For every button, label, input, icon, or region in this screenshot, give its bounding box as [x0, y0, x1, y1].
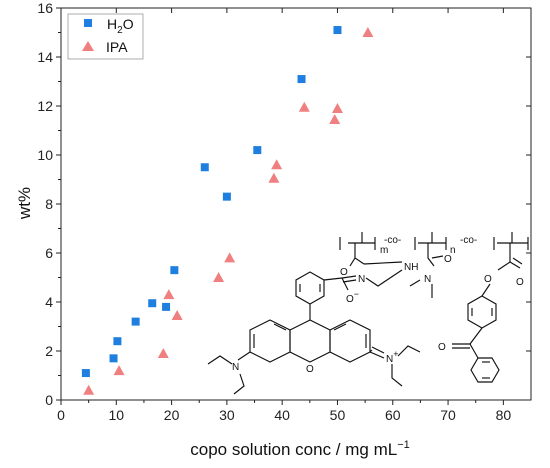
x-tick-label: 10 — [109, 407, 125, 423]
series-ipa — [83, 27, 374, 395]
co-link-1: -co- — [384, 235, 401, 246]
data-point-h2o — [297, 75, 306, 84]
series-h2o — [81, 26, 342, 378]
data-marks — [81, 26, 374, 395]
data-point-ipa — [113, 365, 125, 376]
x-tick-label: 0 — [57, 407, 65, 423]
x-tick-label: 30 — [219, 407, 235, 423]
data-point-h2o — [113, 337, 122, 346]
data-point-ipa — [213, 272, 225, 282]
ester-o-link: O — [484, 274, 492, 285]
data-point-ipa — [329, 113, 341, 124]
xanthene-core — [249, 319, 373, 363]
y-tick-label: 10 — [37, 147, 53, 163]
y-tick-label: 14 — [37, 49, 53, 65]
data-point-ipa — [298, 101, 310, 112]
data-point-ipa — [171, 309, 183, 320]
y-tick-label: 4 — [45, 294, 53, 310]
data-point-h2o — [222, 192, 231, 201]
dma-n: N — [424, 274, 431, 285]
legend-marker-h2o — [84, 19, 92, 27]
x-tick-label: 60 — [385, 407, 401, 423]
legend-label-ipa: IPA — [106, 39, 128, 55]
repeat-n: n — [450, 245, 456, 256]
co-link-2: -co- — [460, 235, 477, 246]
repeat-m: m — [380, 245, 388, 256]
amide-o-minus: O− — [346, 289, 359, 305]
data-point-h2o — [148, 299, 157, 308]
data-point-h2o — [131, 317, 140, 326]
plot-area: 0 10 20 30 40 50 60 70 80 0 2 4 6 8 10 12 14 16 — [37, 0, 532, 423]
x-axis-title: copo solution conc / mg mL−1 — [190, 439, 410, 459]
legend-marker-ipa — [82, 41, 94, 51]
data-point-h2o — [109, 354, 118, 363]
y-tick-label: 6 — [45, 245, 53, 261]
ketone-o: O — [438, 342, 446, 353]
data-point-ipa — [83, 384, 95, 395]
acrylamide-o: O — [340, 267, 348, 278]
left-amine-n: N — [232, 362, 239, 373]
data-point-h2o — [200, 163, 209, 172]
data-point-ipa — [224, 252, 236, 263]
amide-n: N — [358, 274, 365, 285]
x-tick-label: 20 — [164, 407, 180, 423]
xanthene-oxygen: O — [306, 364, 314, 375]
y-axis-title: wt% — [15, 187, 34, 220]
x-tick-label: 80 — [496, 407, 512, 423]
acrylamide-nh: NH — [404, 262, 418, 273]
data-point-h2o — [333, 26, 342, 35]
plot-frame — [60, 7, 532, 401]
legend-box — [67, 13, 144, 60]
y-tick-label: 0 — [45, 392, 53, 408]
y-tick-label: 16 — [37, 0, 53, 16]
data-point-h2o — [170, 266, 179, 275]
right-iminium-n: N+ — [386, 349, 399, 365]
legend: H2O IPA — [67, 13, 144, 60]
data-point-h2o — [162, 302, 171, 311]
data-point-ipa — [331, 102, 343, 113]
data-point-h2o — [81, 369, 90, 378]
y-tick-label: 12 — [37, 98, 53, 114]
data-point-ipa — [271, 159, 283, 170]
chemical-structure: O N N+ O− N NH O m -co- — [207, 232, 529, 395]
y-tick-label: 2 — [45, 343, 53, 359]
ester-o-carbonyl: O — [516, 277, 524, 288]
data-point-ipa — [163, 289, 175, 300]
dma-o: O — [444, 254, 452, 265]
x-tick-label: 50 — [330, 407, 346, 423]
x-tick-label: 40 — [274, 407, 290, 423]
legend-label-h2o: H2O — [107, 16, 134, 36]
data-point-h2o — [253, 146, 262, 155]
y-tick-label: 8 — [45, 196, 53, 212]
data-point-ipa — [157, 347, 169, 358]
data-point-ipa — [268, 172, 280, 183]
x-tick-label: 70 — [440, 407, 456, 423]
data-point-ipa — [362, 27, 374, 37]
